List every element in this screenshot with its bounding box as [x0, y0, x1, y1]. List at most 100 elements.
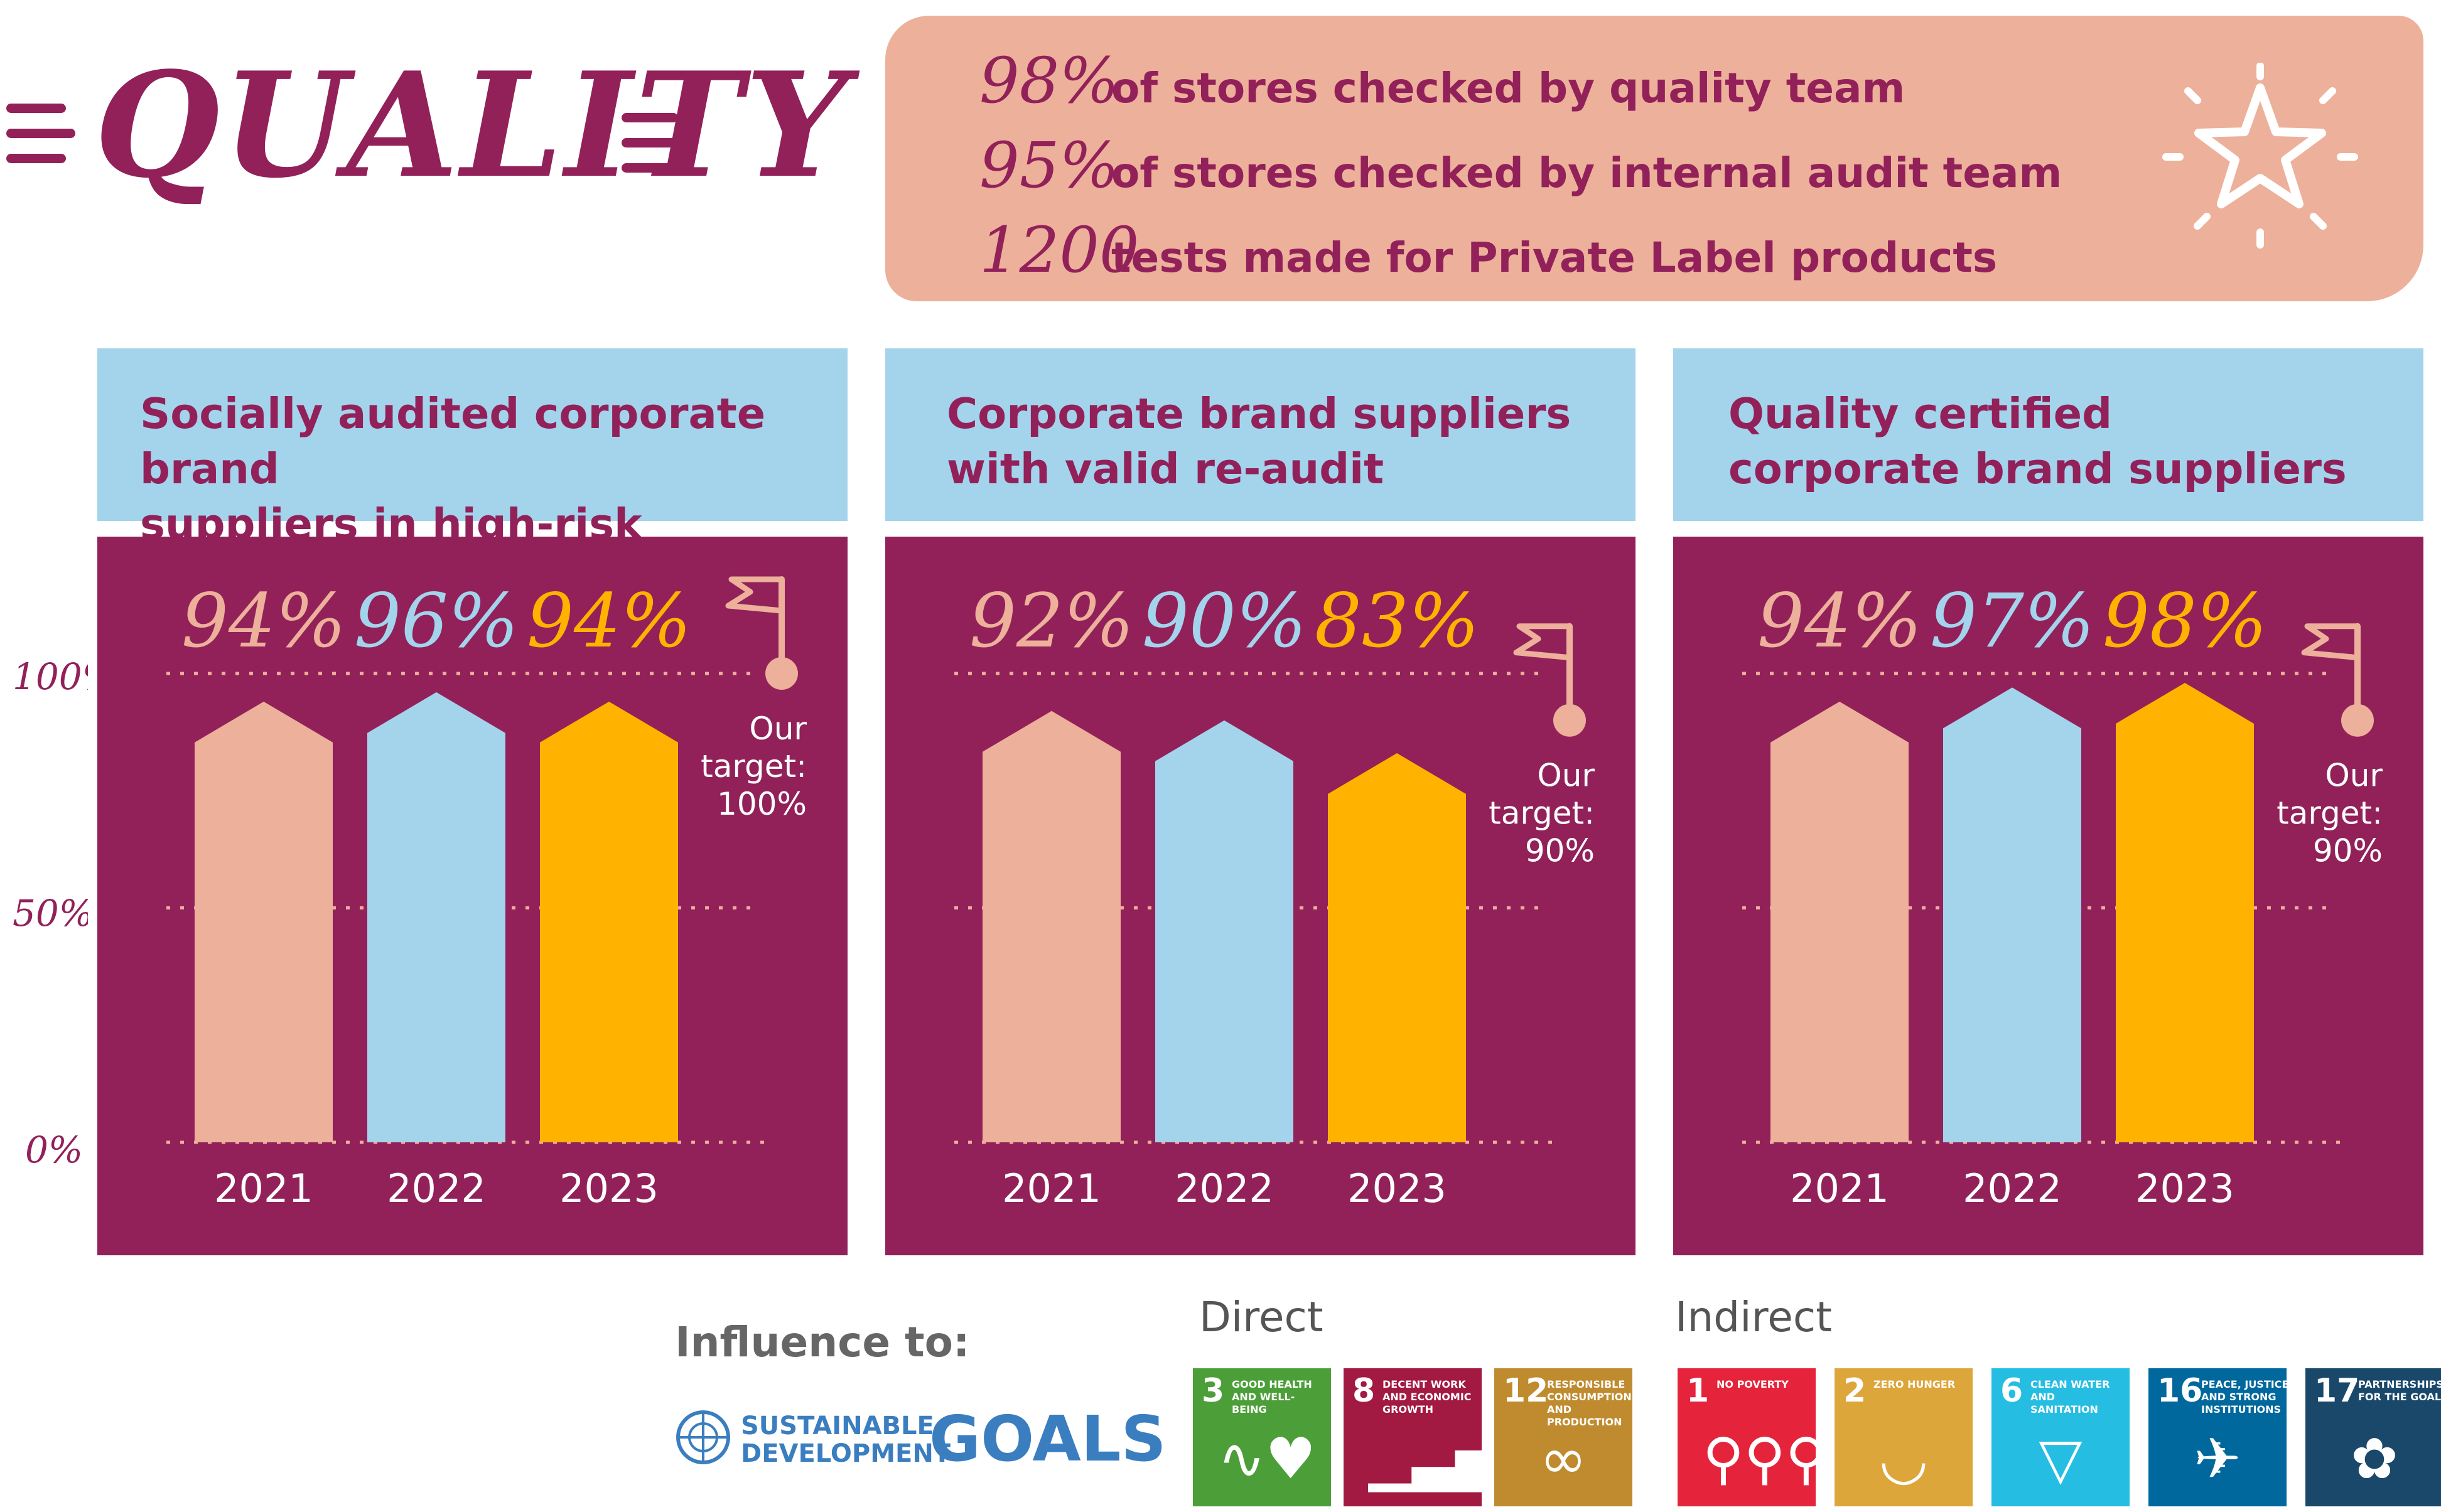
sdg-number: 8 [1352, 1375, 1375, 1407]
sdg-label: Decent work and economic growth [1382, 1378, 1477, 1416]
stat-row: 95% of stores checked by internal audit … [979, 129, 2062, 202]
influence-label: Influence to: [675, 1318, 969, 1366]
bar-chart: 94%202196%202294%2023Ourtarget:100% [97, 537, 848, 1255]
target-label: target: [1489, 795, 1595, 832]
bar [1328, 753, 1466, 1142]
panel-header: Quality certified corporate brand supplie… [1673, 348, 2423, 521]
panel-header: Socially audited corporate brand supplier… [97, 348, 848, 521]
target-label: Our [749, 710, 807, 747]
target-label: target: [701, 748, 807, 785]
category-label: 2021 [1002, 1166, 1101, 1211]
value-label: 94% [181, 577, 346, 664]
target-label: target: [2277, 795, 2383, 832]
sdg-number: 1 [1686, 1375, 1709, 1407]
highlights-banner: 98% of stores checked by quality team 95… [885, 16, 2423, 301]
category-label: 2021 [1790, 1166, 1889, 1211]
category-label: 2022 [1175, 1166, 1274, 1211]
value-label: 94% [527, 577, 691, 664]
target-label: 90% [1525, 833, 1595, 869]
page-title: QUALITY [94, 53, 851, 198]
target-label: Our [2325, 758, 2383, 794]
infinity-icon: ∞ [1519, 1425, 1607, 1494]
sdg-label: Partnerships for the goals [2358, 1378, 2441, 1403]
target-flag-icon [2304, 626, 2374, 737]
stat-text: tests made for Private Label products [1111, 233, 1997, 282]
value-label: 97% [1930, 577, 2094, 664]
chart-panel: 92% 2021 90% 2022 83% 2023 Our target: 90% [885, 537, 1635, 1255]
stat-text: of stores checked by quality team [1111, 64, 1905, 112]
sdg-logo-text: SUSTAINABLE DEVELOPMENT [741, 1412, 951, 1467]
sdg-label: Peace, justice and strong institutions [2201, 1378, 2295, 1416]
y-tick-label: 0% [25, 1129, 83, 1171]
category-label: 2023 [1347, 1166, 1447, 1211]
panel-title-line: Socially audited corporate brand [140, 389, 765, 493]
title-decoration [622, 138, 691, 147]
star-icon [2160, 63, 2361, 251]
stat-row: 98% of stores checked by quality team [979, 44, 1905, 117]
chart-panel: 94% 2021 97% 2022 98% 2023 Our target: 90% [1673, 537, 2423, 1255]
sdg-logo-goals: GOALS [929, 1402, 1167, 1476]
sdg-tile-17: 17 Partnerships for the goals ✿ [2305, 1368, 2441, 1506]
target-label: 90% [2313, 833, 2383, 869]
bar [2116, 683, 2254, 1142]
flower-icon: ✿ [2331, 1425, 2418, 1494]
un-emblem-icon [672, 1406, 735, 1469]
sdg-tile-6: 6 Clean water and sanitation ▽ [1991, 1368, 2130, 1506]
value-label: 90% [1142, 577, 1307, 664]
sdg-number: 12 [1503, 1375, 1548, 1407]
sdg-tile-12: 12 Responsible consumption and production… [1494, 1368, 1632, 1506]
sdg-number: 16 [2157, 1375, 2202, 1407]
water-drop-icon: ▽ [2017, 1425, 2104, 1494]
y-tick-label: 50% [13, 892, 88, 935]
title-decoration [622, 113, 678, 122]
bar [540, 702, 678, 1142]
target-label: Our [1537, 758, 1595, 794]
chart-panel: 94% 2021 96% 2022 94% 2023 Our target: 100% [97, 537, 848, 1255]
category-label: 2022 [1963, 1166, 2062, 1211]
stat-value: 98% [979, 44, 1111, 117]
bar [1943, 687, 2081, 1142]
category-label: 2023 [2135, 1166, 2234, 1211]
sdg-logo-line: SUSTAINABLE [741, 1412, 934, 1440]
bowl-icon: ◡ [1860, 1425, 1948, 1494]
dove-icon: ✈ [2174, 1425, 2261, 1494]
sdg-number: 6 [2000, 1375, 2023, 1407]
sdg-tile-1: 1 No poverty ⚲⚲⚲ [1678, 1368, 1816, 1506]
sdg-label: Responsible consumption and production [1547, 1378, 1641, 1429]
bar [1155, 721, 1293, 1142]
heartbeat-icon: ∿♥ [1218, 1425, 1306, 1494]
stat-value: 1200 [979, 213, 1111, 287]
sdg-number: 3 [1202, 1375, 1224, 1407]
target-label: 100% [717, 786, 807, 822]
stat-value: 95% [979, 129, 1111, 202]
sdg-tile-16: 16 Peace, justice and strong institutions… [2148, 1368, 2287, 1506]
panel-header: Corporate brand suppliers with valid re-a… [885, 348, 1635, 521]
sdg-label: No poverty [1716, 1378, 1811, 1391]
sdg-number: 2 [1843, 1375, 1866, 1407]
bar [983, 711, 1121, 1142]
sdg-tile-2: 2 Zero hunger ◡ [1835, 1368, 1973, 1506]
category-label: 2022 [387, 1166, 486, 1211]
target-flag-icon [1516, 626, 1586, 737]
panel-title: Corporate brand suppliers with valid re-a… [947, 386, 1637, 496]
sdg-tile-3: 3 Good health and well-being ∿♥ [1193, 1368, 1331, 1506]
bar [367, 692, 505, 1142]
value-label: 94% [1757, 577, 1922, 664]
sdg-label: Clean water and sanitation [2030, 1378, 2125, 1416]
family-icon: ⚲⚲⚲ [1703, 1425, 1791, 1494]
panel-title-line: with valid re-audit [947, 444, 1384, 493]
y-axis: 100% 50% 0% [0, 0, 88, 1255]
growth-chart-icon: ▁▃▅ [1369, 1425, 1457, 1494]
sdg-tile-8: 8 Decent work and economic growth ▁▃▅ [1344, 1368, 1482, 1506]
value-label: 83% [1315, 577, 1479, 664]
value-label: 96% [354, 577, 519, 664]
category-label: 2023 [559, 1166, 659, 1211]
value-label: 98% [2103, 577, 2267, 664]
title-decoration [622, 163, 681, 173]
sdg-label: Good health and well-being [1232, 1378, 1326, 1416]
sdg-number: 17 [2314, 1375, 2359, 1407]
y-tick-label: 100% [13, 655, 88, 698]
panel-title-line: Corporate brand suppliers [947, 389, 1571, 438]
